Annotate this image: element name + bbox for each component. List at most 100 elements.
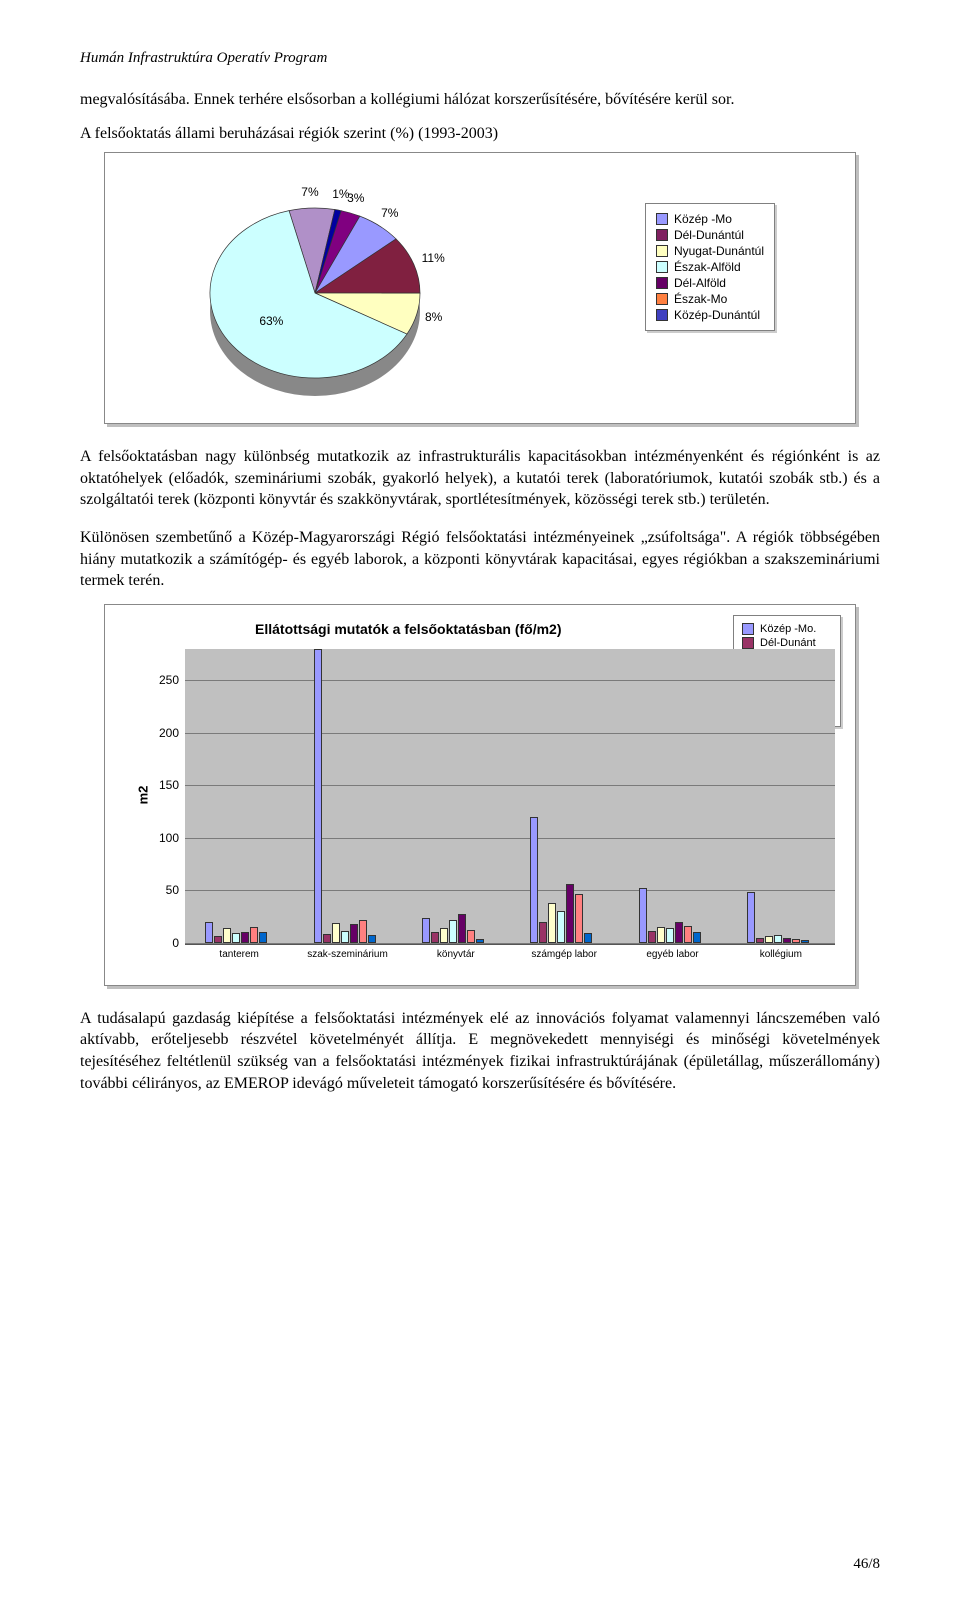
pie-slice-label: 63% (259, 314, 283, 328)
bar (232, 933, 240, 942)
pie-chart: 7%1%3%7%11%8%63% Közép -MoDél-DunántúlNy… (104, 152, 856, 424)
grid-line (185, 785, 835, 786)
bar (548, 903, 556, 943)
bar (684, 926, 692, 943)
bar-y-label: m2 (136, 785, 151, 804)
legend-label: Közép-Dunántúl (674, 308, 760, 322)
paragraph-1: megvalósításába. Ennek terhére elsősorba… (80, 89, 880, 111)
bar (250, 927, 258, 943)
bar (223, 928, 231, 943)
bar (557, 911, 565, 943)
bar (341, 931, 349, 943)
grid-line (185, 838, 835, 839)
bar (440, 928, 448, 943)
x-tick-label: könyvtár (437, 943, 475, 960)
bar (259, 932, 267, 943)
paragraph-4: Különösen szembetűnő a Közép-Magyarorszá… (80, 527, 880, 592)
bar (657, 927, 665, 943)
pie-legend-item: Közép-Dunántúl (656, 308, 764, 322)
bar-legend-item: Dél-Dunánt (742, 637, 832, 649)
grid-line (185, 890, 835, 891)
bar-group (639, 649, 701, 943)
bar-chart: Ellátottsági mutatók a felsőoktatásban (… (104, 604, 856, 986)
grid-line (185, 733, 835, 734)
bar (639, 888, 647, 943)
bar (422, 918, 430, 943)
bar (449, 920, 457, 943)
bar (575, 894, 583, 942)
bar (476, 939, 484, 943)
bar (332, 923, 340, 943)
pie-legend-item: Észak-Alföld (656, 260, 764, 274)
bar-group (314, 649, 376, 943)
y-tick-label: 50 (166, 883, 185, 897)
legend-label: Dél-Dunánt (760, 637, 816, 649)
grid-line (185, 680, 835, 681)
pie-graphic: 7%1%3%7%11%8%63% (185, 178, 445, 398)
page-header: Humán Infrastruktúra Operatív Program (80, 50, 880, 67)
x-tick-label: számgép labor (531, 943, 597, 960)
y-tick-label: 250 (159, 673, 185, 687)
pie-slice-label: 11% (422, 251, 445, 265)
y-tick-label: 0 (172, 936, 185, 950)
grid-line (185, 943, 835, 944)
bar (801, 940, 809, 943)
bar (530, 817, 538, 943)
pie-slice-label: 3% (347, 191, 364, 205)
bar (431, 932, 439, 943)
paragraph-3: A felsőoktatásban nagy különbség mutatko… (80, 446, 880, 511)
x-tick-label: szak-szeminárium (307, 943, 388, 960)
legend-swatch (656, 277, 668, 289)
bar-chart-title: Ellátottsági mutatók a felsőoktatásban (… (255, 621, 562, 637)
bar-legend-item: Közép -Mo. (742, 623, 832, 635)
pie-slice-label: 8% (425, 310, 442, 324)
bar (566, 884, 574, 943)
legend-label: Közép -Mo. (760, 623, 816, 635)
legend-swatch (656, 293, 668, 305)
paragraph-5: A tudásalapú gazdaság kiépítése a felsőo… (80, 1008, 880, 1094)
pie-slice-label: 7% (301, 185, 318, 199)
bar (350, 924, 358, 943)
legend-swatch (742, 623, 754, 635)
bar (774, 935, 782, 942)
bar-group (530, 649, 592, 943)
legend-label: Észak-Mo (674, 292, 727, 306)
bar (539, 922, 547, 943)
legend-label: Közép -Mo (674, 212, 732, 226)
bar-group (422, 649, 484, 943)
bar-group (205, 649, 267, 943)
bar (648, 931, 656, 943)
pie-chart-caption: A felsőoktatás állami beruházásai régiók… (80, 123, 880, 145)
pie-legend: Közép -Mo Dél-Dunántúl Nyugat-Dunántúl Észa… (645, 203, 775, 331)
legend-swatch (742, 637, 754, 649)
bar (458, 914, 466, 942)
pie-legend-item: Dél-Dunántúl (656, 228, 764, 242)
bar (693, 932, 701, 943)
bar (359, 920, 367, 943)
bar (666, 928, 674, 943)
legend-swatch (656, 213, 668, 225)
bar-plot-area: 050100150200250tanteremszak-szemináriumk… (185, 649, 835, 945)
pie-legend-item: Észak-Mo (656, 292, 764, 306)
bar (467, 930, 475, 943)
legend-swatch (656, 245, 668, 257)
legend-swatch (656, 309, 668, 321)
y-tick-label: 200 (159, 726, 185, 740)
bar (241, 932, 249, 943)
page-number: 46/8 (853, 1556, 880, 1573)
bar (205, 922, 213, 943)
legend-label: Dél-Dunántúl (674, 228, 744, 242)
bar (368, 935, 376, 942)
y-tick-label: 100 (159, 831, 185, 845)
pie-legend-item: Nyugat-Dunántúl (656, 244, 764, 258)
pie-legend-item: Dél-Alföld (656, 276, 764, 290)
bar (675, 922, 683, 943)
legend-swatch (656, 229, 668, 241)
legend-label: Észak-Alföld (674, 260, 741, 274)
legend-swatch (656, 261, 668, 273)
pie-slice-label: 7% (381, 206, 398, 220)
legend-label: Dél-Alföld (674, 276, 726, 290)
bar (314, 649, 322, 943)
bar-group (747, 649, 809, 943)
x-tick-label: kollégium (760, 943, 802, 960)
